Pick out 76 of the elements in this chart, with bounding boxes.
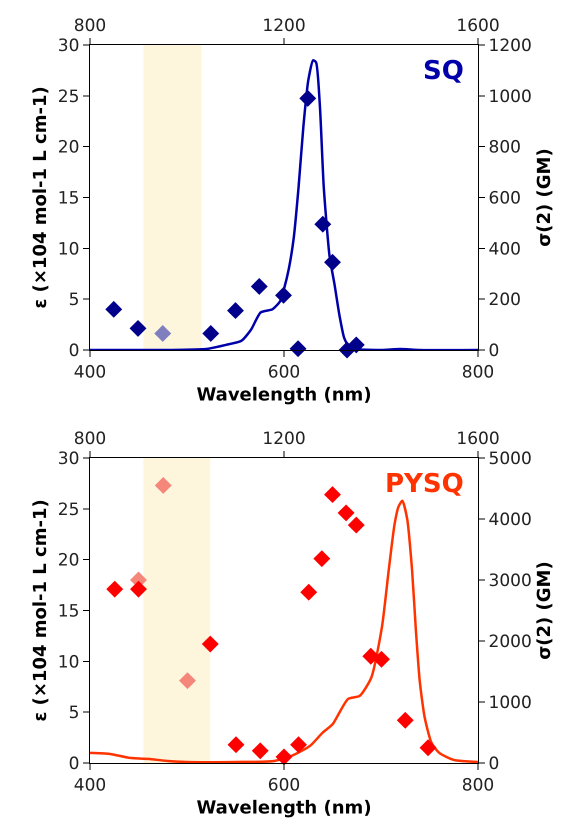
- annotation: SQ: [423, 56, 464, 86]
- point: [252, 742, 269, 760]
- y2-tick-label: 0: [488, 340, 500, 361]
- x2-tick-label: 1600: [456, 429, 500, 450]
- point: [396, 712, 414, 729]
- y-axis-title: ε (×104 mol-1 L cm-1): [30, 499, 52, 722]
- y-tick-label: 30: [58, 448, 80, 469]
- y-axis-title: ε (×104 mol-1 L cm-1): [30, 86, 52, 309]
- point: [348, 336, 365, 354]
- y2-tick-label: 3000: [488, 570, 532, 591]
- y2-tick-label: 0: [488, 754, 500, 774]
- y-tick-label: 5: [68, 703, 80, 724]
- y-tick-label: 25: [58, 86, 80, 107]
- point: [202, 325, 220, 342]
- y2-tick-label: 1000: [488, 692, 532, 713]
- y2-tick-label: 600: [488, 188, 522, 208]
- point: [202, 636, 219, 652]
- point: [105, 300, 122, 318]
- point: [420, 739, 436, 756]
- x2-tick-label: 800: [74, 16, 106, 36]
- point: [275, 286, 292, 304]
- x-tick-label: 600: [268, 362, 300, 383]
- y2-axis-title: σ(2) (GM): [534, 561, 555, 660]
- point: [130, 580, 147, 598]
- x2-tick-label: 1200: [262, 16, 306, 36]
- y-tick-label: 15: [58, 601, 80, 622]
- y-tick-label: 5: [68, 290, 80, 310]
- point: [179, 672, 196, 690]
- point: [130, 320, 146, 337]
- point: [300, 584, 318, 601]
- y-tick-label: 25: [58, 500, 80, 520]
- point: [348, 516, 365, 534]
- y2-axis-title: σ(2) (GM): [534, 148, 555, 247]
- y2-tick-label: 4000: [488, 510, 532, 530]
- annotation: PYSQ: [385, 469, 464, 499]
- y-tick-label: 10: [58, 652, 80, 672]
- point: [290, 340, 307, 358]
- y-tick-label: 0: [68, 754, 80, 774]
- point: [338, 504, 355, 522]
- y-tick-label: 15: [58, 188, 80, 208]
- point: [314, 216, 332, 233]
- y-tick-label: 30: [58, 36, 80, 56]
- x2-tick-label: 1200: [262, 429, 306, 450]
- x-tick-label: 400: [74, 362, 106, 383]
- y2-tick-label: 400: [488, 239, 522, 260]
- x2-tick-label: 1600: [456, 16, 500, 36]
- y2-tick-label: 200: [488, 290, 522, 310]
- point: [290, 736, 307, 754]
- y2-tick-label: 800: [488, 138, 522, 158]
- x-axis-title: Wavelength (nm): [196, 798, 372, 819]
- point: [373, 650, 390, 668]
- point: [276, 748, 292, 766]
- point: [324, 486, 341, 504]
- point: [250, 278, 268, 295]
- x-tick-label: 800: [462, 776, 494, 796]
- x-axis-title: Wavelength (nm): [196, 384, 372, 406]
- point: [324, 254, 341, 271]
- point: [313, 550, 330, 568]
- point: [299, 90, 316, 107]
- x-tick-label: 800: [462, 362, 494, 383]
- y-tick-label: 20: [58, 138, 80, 158]
- y2-tick-label: 1200: [488, 36, 532, 56]
- point: [154, 325, 172, 342]
- point: [227, 302, 244, 320]
- point: [228, 736, 244, 754]
- x-tick-label: 400: [74, 776, 106, 796]
- point: [106, 580, 124, 598]
- y-tick-label: 10: [58, 239, 80, 260]
- y-tick-label: 0: [68, 340, 80, 361]
- x2-tick-label: 800: [74, 429, 106, 450]
- y-tick-label: 20: [58, 550, 80, 571]
- y2-tick-label: 1000: [488, 86, 532, 107]
- point: [154, 477, 172, 494]
- y2-tick-label: 2000: [488, 632, 532, 652]
- x-tick-label: 600: [268, 776, 300, 796]
- y2-tick-label: 5000: [488, 448, 532, 469]
